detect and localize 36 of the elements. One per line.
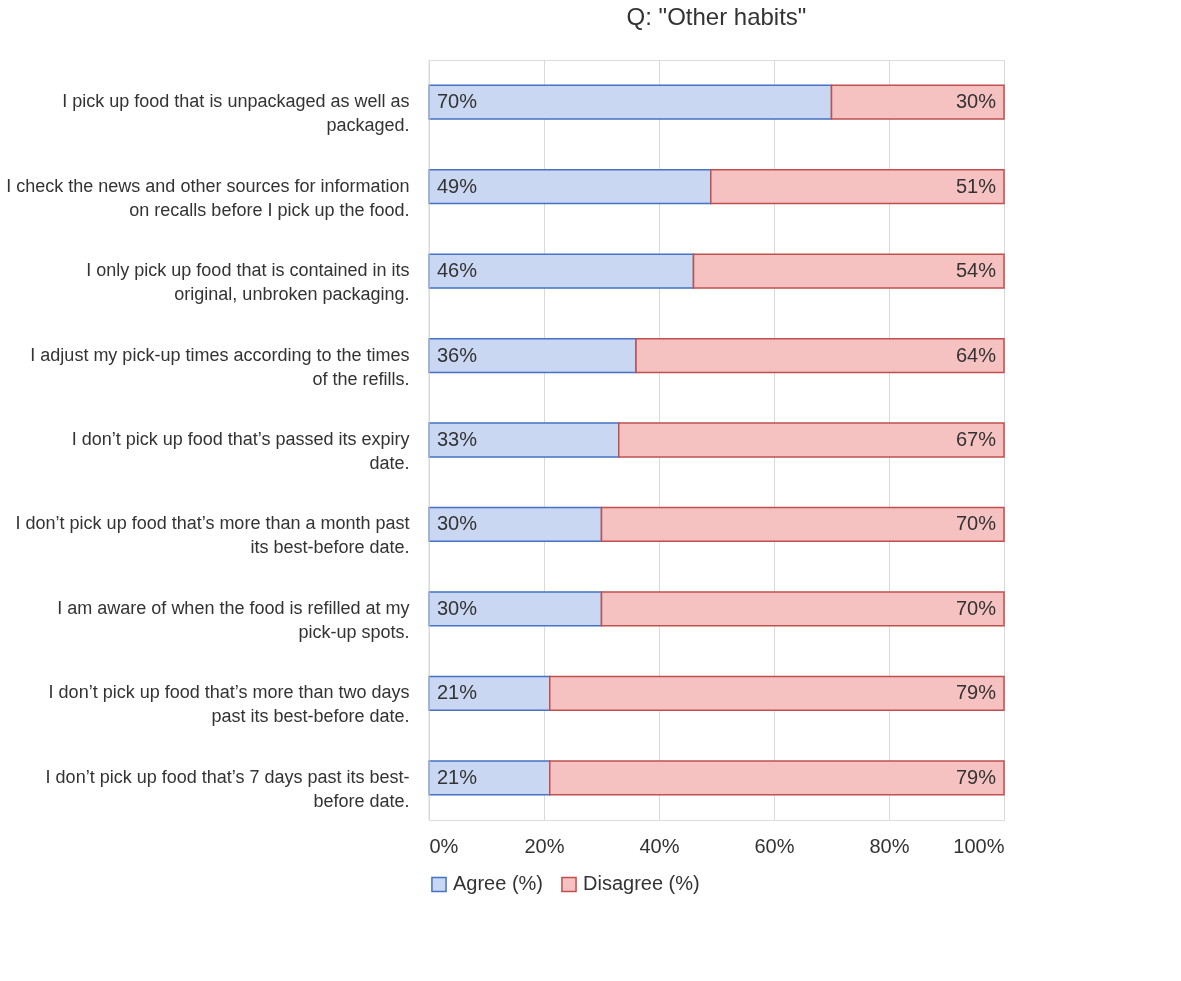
y-tick-label: I pick up food that is unpackaged as well as packaged. — [62, 91, 410, 136]
text: 67% — [955, 428, 996, 450]
chart-title: Q: "Other habits" — [626, 2, 807, 30]
y-tick-label: I adjust my pick-up times according to the times of the refills. — [30, 344, 410, 389]
text: 30% — [437, 512, 478, 535]
text: 54% — [955, 259, 996, 282]
text: 49% — [437, 174, 478, 197]
y-tick-label: I don’t pick up food that’s more than a month past its best-before date. — [15, 513, 410, 558]
text: 21% — [437, 681, 478, 704]
y-tick-label: I don’t pick up food that’s passed its expiry date. — [71, 429, 410, 473]
text: 64% — [955, 343, 996, 366]
x-tick-label: 20% — [524, 834, 565, 857]
legend-label: Disagree (%) — [583, 872, 700, 895]
y-tick-label: I only pick up food that is contained in its original, unbroken packaging. — [86, 260, 410, 305]
y-tick-label: I am aware of when the food is refilled at my pick-up spots. — [57, 597, 410, 642]
text: 46% — [437, 259, 478, 282]
x-tick-label: 60% — [754, 834, 795, 857]
x-tick-label: 100% — [953, 834, 1005, 857]
text: 33% — [437, 428, 478, 450]
text: 79% — [955, 765, 996, 788]
text: 30% — [437, 596, 478, 619]
x-tick-label: 40% — [639, 834, 680, 857]
text: 51% — [955, 174, 996, 197]
y-tick-label: I check the news and other sources for information on recalls before I pick up the food. — [6, 175, 410, 220]
y-tick-label: I don’t pick up food that’s 7 days past its best-before date. — [45, 766, 410, 811]
y-tick-label: I don’t pick up food that’s more than two days past its best-before date. — [48, 682, 410, 727]
legend-label: Agree (%) — [453, 872, 544, 895]
text: 36% — [437, 343, 478, 366]
x-tick-label: 80% — [869, 834, 910, 857]
x-tick-label: 0% — [429, 834, 459, 857]
text: 70% — [955, 596, 996, 619]
text: 30% — [955, 90, 996, 113]
text: 70% — [955, 512, 996, 535]
text: 70% — [437, 90, 478, 113]
text: 79% — [955, 681, 996, 704]
text: 21% — [437, 765, 478, 788]
